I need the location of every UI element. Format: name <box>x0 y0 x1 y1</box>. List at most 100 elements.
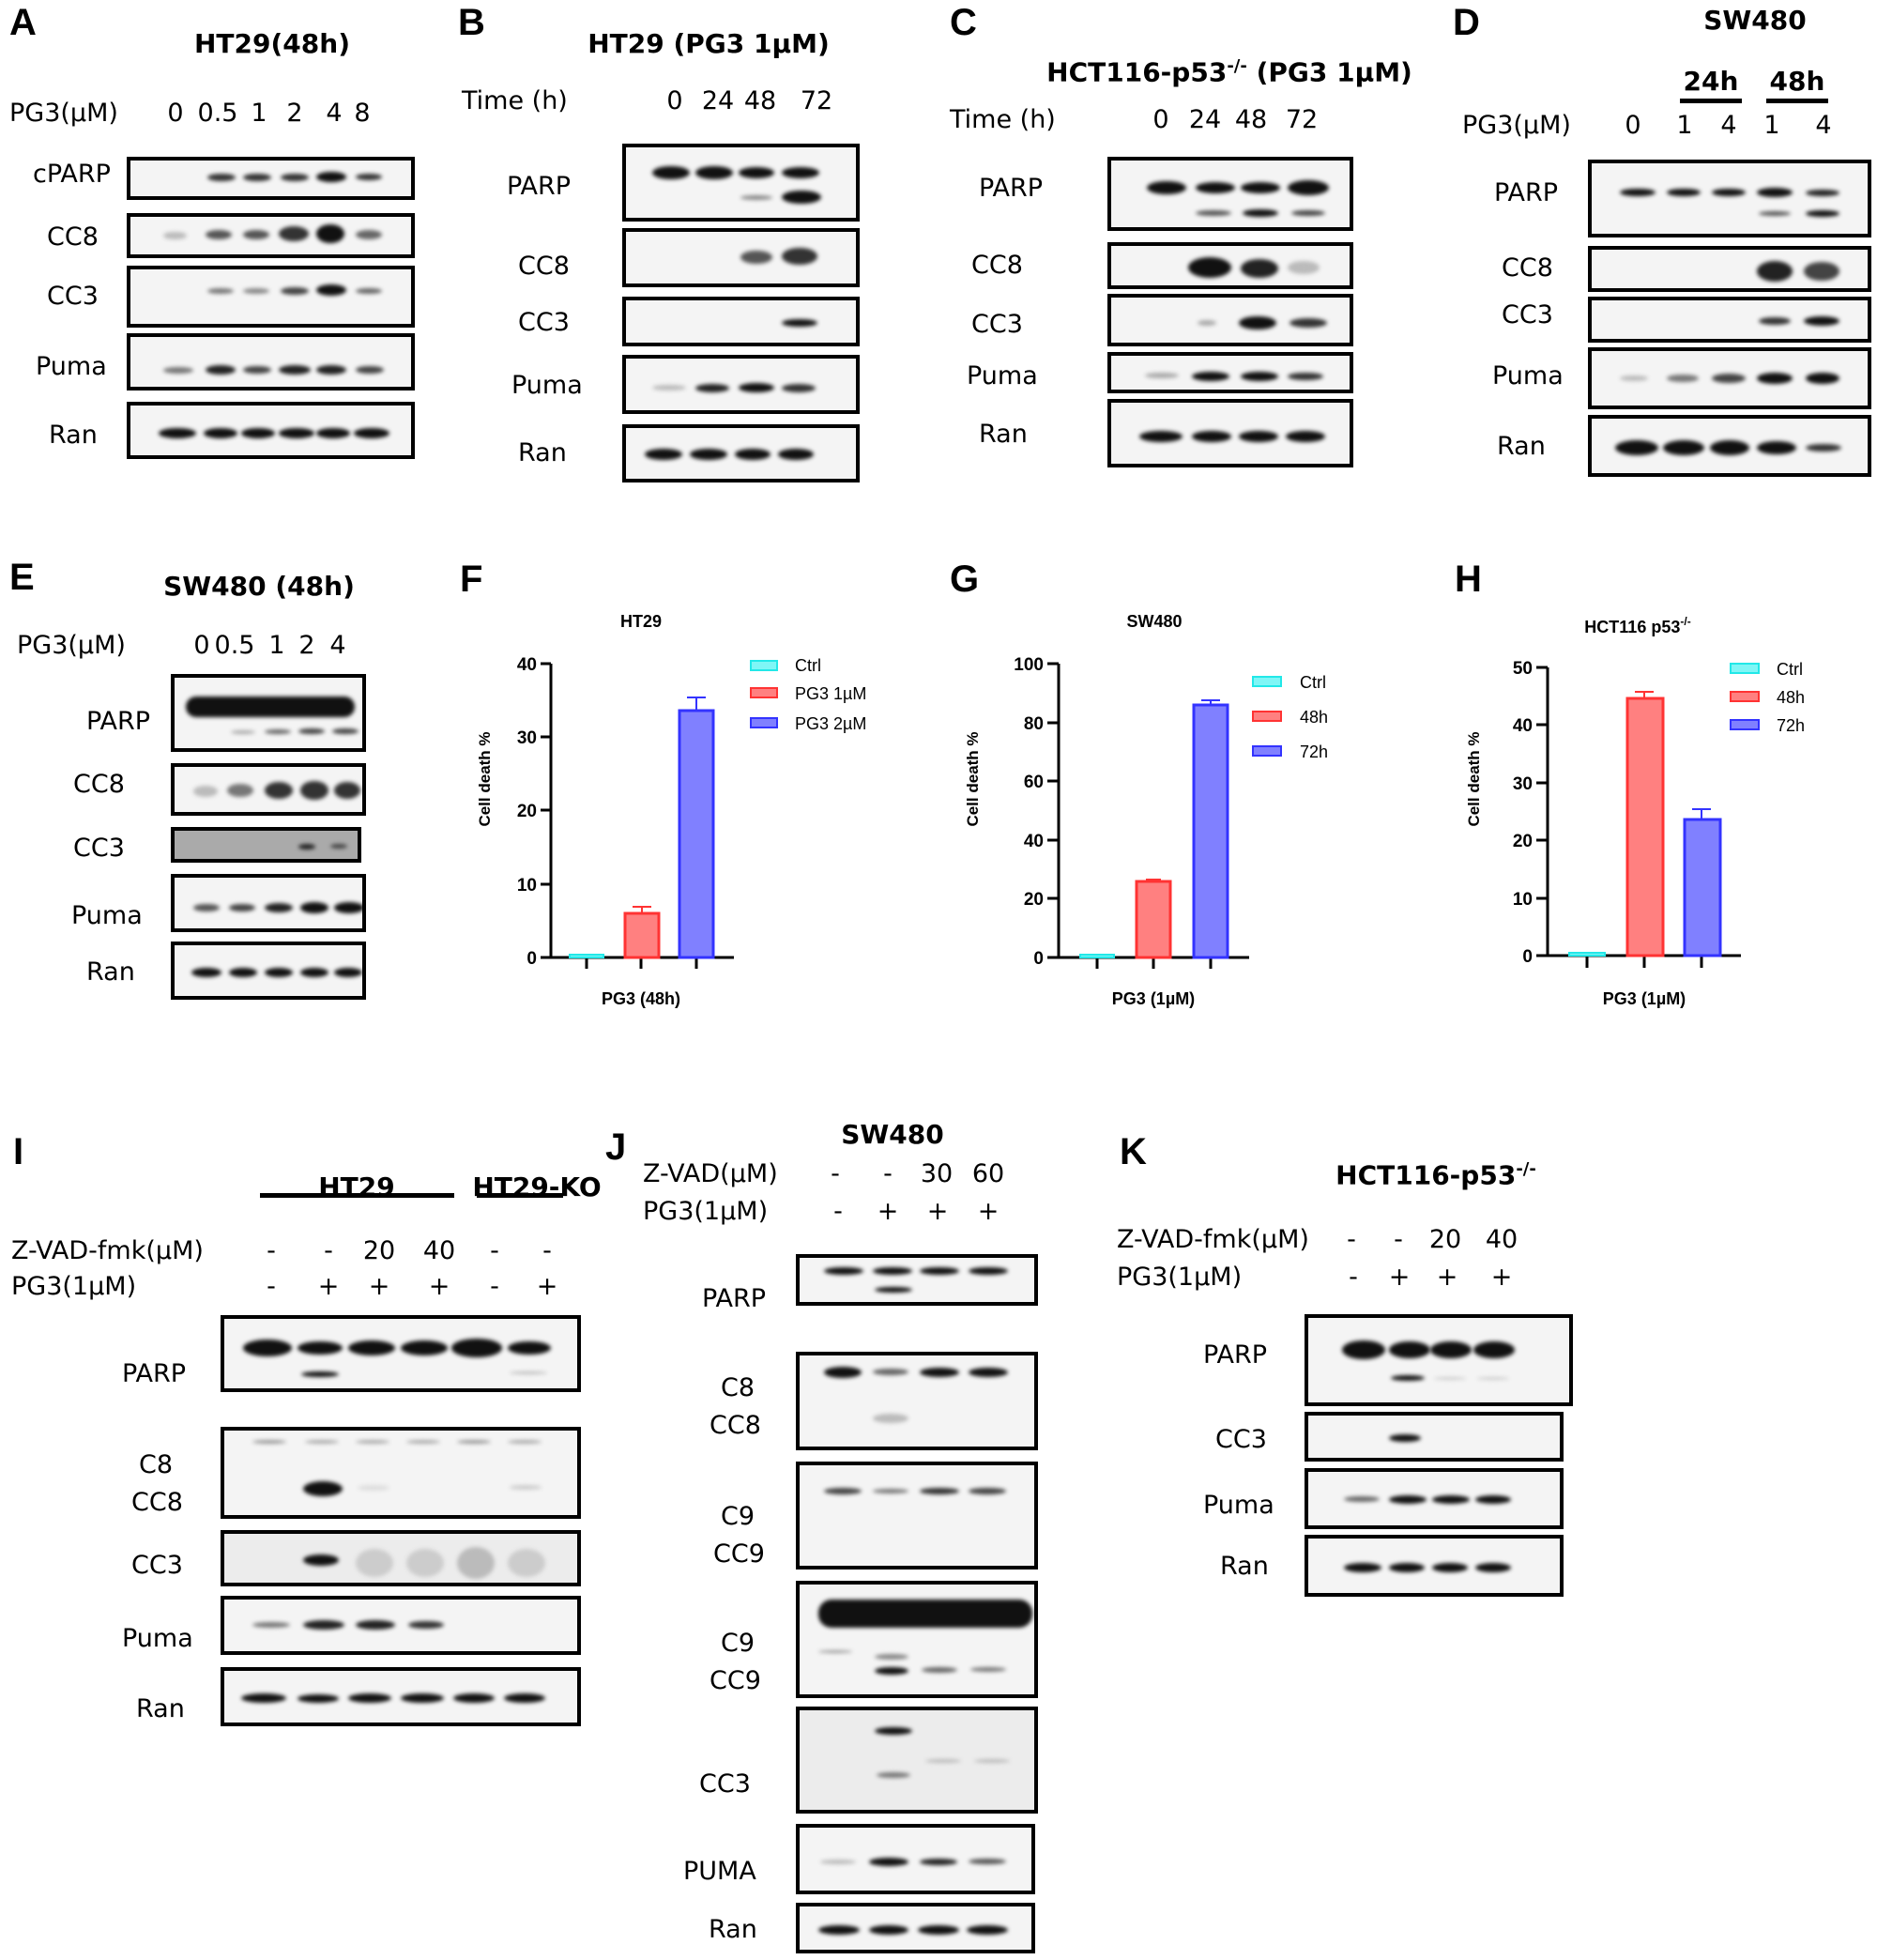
blot-label-puma: Puma <box>122 1624 193 1653</box>
lane-label: 0.5 <box>214 631 255 660</box>
blot-j-c9-long <box>796 1581 1038 1698</box>
blot-label-cc3: CC3 <box>1502 300 1553 329</box>
lane-label: 0 <box>666 86 683 115</box>
blot-label-puma: Puma <box>967 361 1038 390</box>
blot-i-parp <box>221 1315 581 1392</box>
blot-b-cc3 <box>622 297 860 346</box>
blot-label-puma: PUMA <box>683 1857 756 1886</box>
blot-a-cc8 <box>127 213 415 258</box>
blot-c-parp <box>1107 157 1353 231</box>
lane-label: 0 <box>1152 105 1169 134</box>
blot-label-cc8: CC8 <box>47 222 99 252</box>
cond2-label: PG3(1µM) <box>11 1272 137 1301</box>
y-tick: 80 <box>1024 714 1044 734</box>
blot-label-cc3: CC3 <box>73 834 125 863</box>
chart-title: HT29 <box>620 612 662 631</box>
blot-k-puma <box>1305 1468 1564 1529</box>
blot-e-cc3 <box>171 827 361 863</box>
lane-value: + <box>536 1272 558 1301</box>
panel-label-k: K <box>1120 1131 1147 1172</box>
group-line-ht29 <box>260 1193 454 1198</box>
blot-label-parp: PARP <box>1203 1340 1268 1370</box>
panel-b-condition-label: Time (h) <box>462 86 568 115</box>
y-tick: 50 <box>1513 659 1533 679</box>
y-tick: 20 <box>1513 832 1533 851</box>
y-tick: 0 <box>1522 947 1533 967</box>
panel-label-c: C <box>950 2 977 43</box>
lane-value: + <box>1490 1263 1513 1292</box>
cond2-label: PG3(1µM) <box>643 1197 769 1226</box>
legend-item: 48h <box>1777 688 1805 707</box>
panel-a-condition-label: PG3(µM) <box>9 99 118 128</box>
lane-label: 4 <box>326 99 343 128</box>
blot-label-ran: Ran <box>1497 432 1546 461</box>
blot-label-puma: Puma <box>36 352 107 381</box>
lane-value: 20 <box>1428 1225 1462 1254</box>
bar-ctrl <box>1568 952 1606 957</box>
group-label-48h: 48h <box>1769 66 1825 97</box>
blot-label-cc3: CC3 <box>47 282 99 311</box>
group-line-48h <box>1766 99 1828 103</box>
lane-value: + <box>428 1272 450 1301</box>
blot-label-parp: PARP <box>86 707 151 736</box>
blot-label-cc8: CC8 <box>1502 253 1553 283</box>
chart-g: SW480 Cell death % 100 80 60 40 20 0 PG3… <box>938 563 1445 1014</box>
blot-label-ran: Ran <box>136 1694 185 1723</box>
blot-a-puma <box>127 333 415 390</box>
blot-d-parp <box>1588 160 1871 237</box>
panel-c-condition-label: Time (h) <box>950 105 1056 134</box>
blot-label-ran: Ran <box>709 1915 757 1944</box>
lane-label: 0.5 <box>197 99 238 128</box>
chart-f-svg: HT29 Cell death % 40 30 20 10 0 PG3 (48h… <box>476 612 866 1008</box>
bar-pg3-2um <box>678 709 715 959</box>
lane-label: 48 <box>1234 105 1268 134</box>
blot-k-parp <box>1305 1314 1573 1406</box>
blot-j-puma <box>796 1824 1035 1894</box>
blot-label-cc9: CC9 <box>710 1666 761 1695</box>
blot-i-cc3 <box>221 1530 581 1586</box>
x-axis-label: PG3 (1µM) <box>1603 989 1686 1008</box>
panel-j-title: SW480 <box>841 1119 944 1150</box>
title-text: HCT116-p53 <box>1335 1159 1517 1191</box>
blot-d-cc3 <box>1588 297 1871 343</box>
blot-d-puma <box>1588 347 1871 409</box>
cond1-label: Z-VAD-fmk(µM) <box>1117 1225 1309 1254</box>
panel-label-g: G <box>950 559 980 600</box>
cond1-label: Z-VAD-fmk(µM) <box>11 1236 204 1265</box>
cond2-label: PG3(1µM) <box>1117 1263 1243 1292</box>
blot-i-puma <box>221 1596 581 1655</box>
bar-48h <box>1625 697 1665 957</box>
blot-e-parp <box>171 674 366 752</box>
y-tick: 0 <box>526 949 537 969</box>
lane-label: 24 <box>1188 105 1222 134</box>
lane-value: - <box>1394 1225 1403 1254</box>
blot-label-c9: C9 <box>721 1629 755 1658</box>
blot-label-puma: Puma <box>71 901 143 930</box>
bar-ctrl <box>1079 954 1115 958</box>
blot-label-c8: C8 <box>139 1450 174 1479</box>
group-label-24h: 24h <box>1683 66 1739 97</box>
group-label-ht29-ko: HT29-KO <box>472 1171 602 1202</box>
blot-label-puma: Puma <box>1203 1491 1274 1520</box>
chart-h-svg: HCT116 p53-/- Cell death % 50 40 30 20 1… <box>1465 615 1805 1008</box>
panel-a-title: HT29(48h) <box>194 28 350 59</box>
blot-j-parp <box>796 1254 1038 1306</box>
x-axis-label: PG3 (1µM) <box>1112 989 1195 1008</box>
blot-j-c9-short <box>796 1462 1038 1570</box>
blot-i-ran <box>221 1667 581 1726</box>
y-tick: 30 <box>1513 774 1533 794</box>
blot-label-cc8: CC8 <box>73 770 125 799</box>
chart-g-svg: SW480 Cell death % 100 80 60 40 20 0 PG3… <box>964 612 1328 1008</box>
bar-ctrl <box>569 954 604 958</box>
lane-label: 4 <box>1815 111 1832 140</box>
blot-label-ran: Ran <box>1220 1552 1269 1581</box>
y-tick: 100 <box>1014 655 1044 675</box>
group-line-24h <box>1680 99 1742 103</box>
lane-label: 0 <box>193 631 210 660</box>
y-tick: 20 <box>1024 890 1044 910</box>
lane-value: - <box>490 1236 499 1265</box>
blot-label-c8: C8 <box>721 1373 755 1402</box>
blot-b-puma <box>622 355 860 414</box>
group-line-ht29-ko <box>477 1193 563 1198</box>
blot-k-ran <box>1305 1535 1564 1597</box>
